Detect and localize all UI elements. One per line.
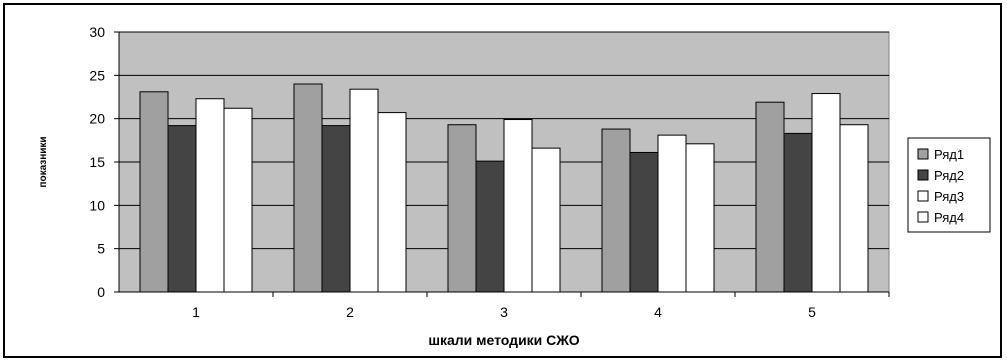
x-tick-label: 4: [654, 304, 662, 320]
legend-swatch: [917, 169, 929, 181]
x-tick-label: 3: [500, 304, 508, 320]
bar: [657, 134, 687, 293]
bar: [167, 125, 197, 293]
y-axis-title: показники: [38, 136, 49, 187]
bar: [377, 112, 407, 293]
bar: [685, 143, 715, 293]
bar: [139, 91, 169, 293]
legend-swatch: [917, 148, 929, 160]
bar: [349, 88, 379, 293]
bar: [531, 147, 561, 293]
legend-swatch: [917, 190, 929, 202]
x-tick-labels: 1 2 3 4 5: [192, 304, 816, 320]
bar: [783, 132, 813, 293]
bar: [195, 98, 225, 293]
y-tick-label: 5: [97, 241, 105, 257]
bar: [293, 83, 323, 293]
bar: [447, 124, 477, 293]
legend-entry: Ряд4: [934, 210, 964, 225]
x-tick-label: 2: [346, 304, 354, 320]
x-tick-label: 1: [192, 304, 200, 320]
y-tick-label: 15: [89, 154, 105, 170]
y-tick-label: 0: [97, 284, 105, 300]
bar: [223, 107, 253, 293]
x-tick-label: 5: [808, 304, 816, 320]
y-tick-label: 30: [89, 24, 105, 40]
bar: [811, 93, 841, 293]
y-tick-label: 10: [89, 197, 105, 213]
axes: [114, 31, 890, 297]
legend-swatch: [917, 211, 929, 223]
legend: Ряд1 Ряд2 Ряд3 Ряд4: [907, 137, 991, 233]
legend-entry: Ряд2: [934, 168, 964, 183]
bar: [475, 160, 505, 293]
bars: [139, 83, 869, 293]
bar: [503, 119, 533, 293]
bar: [839, 124, 869, 293]
bar: [321, 125, 351, 293]
bar: [629, 151, 659, 293]
y-tick-label: 20: [89, 111, 105, 127]
y-tick-label: 25: [89, 67, 105, 83]
legend-entry: Ряд1: [934, 147, 964, 162]
y-tick-labels: 0 5 10 15 20 25 30: [89, 24, 105, 300]
bar: [601, 128, 631, 293]
legend-entry: Ряд3: [934, 189, 964, 204]
x-axis-title: шкали методики СЖО: [428, 332, 579, 348]
bar: [755, 101, 785, 293]
